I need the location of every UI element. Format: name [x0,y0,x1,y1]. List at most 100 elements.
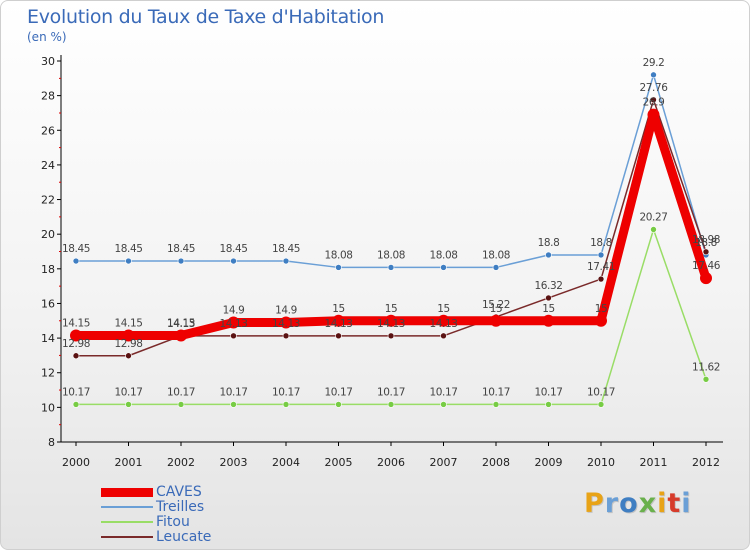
data-point-fitou [230,401,237,408]
x-tick-label: 2003 [220,456,248,469]
data-label-treilles: 18.08 [377,249,405,261]
data-point-leucate [72,352,80,360]
data-point-leucate [282,332,290,340]
data-label-fitou: 10.17 [534,386,562,398]
data-point-treilles [125,257,132,265]
data-label-leucate: 14.13 [167,318,195,330]
data-point-treilles [177,257,185,265]
data-point-caves [490,314,502,327]
legend-swatch-fitou [101,521,153,523]
data-label-fitou: 20.27 [639,212,667,224]
x-tick-label: 2011 [640,456,668,469]
data-point-fitou [545,401,552,408]
data-point-treilles [650,71,657,79]
y-tick-label: 30 [41,55,55,68]
legend-label-treilles: Treilles [156,499,205,515]
data-label-leucate: 14.13 [377,318,405,330]
data-point-fitou [387,401,395,408]
data-label-caves: 15 [385,303,398,315]
data-label-treilles: 18.8 [695,237,717,249]
data-label-caves: 14.9 [275,305,297,317]
data-point-treilles [230,257,237,265]
data-label-leucate: 27.76 [639,82,668,94]
data-point-fitou [492,401,500,408]
logo-letter: i [657,488,668,519]
x-tick-label: 2004 [272,456,300,469]
data-point-caves [227,316,240,329]
data-point-caves [332,314,345,327]
legend-item-treilles: Treilles [101,499,281,515]
data-label-treilles: 18.45 [272,243,300,255]
x-tick-label: 2006 [377,456,405,469]
data-label-treilles: 18.8 [590,237,612,249]
y-tick-label: 14 [41,332,55,345]
data-label-fitou: 10.17 [62,386,90,398]
data-point-treilles [440,264,447,271]
data-label-treilles: 18.45 [114,243,142,255]
data-label-leucate: 12.98 [114,338,142,350]
data-label-fitou: 10.17 [429,386,457,398]
data-point-treilles [72,257,80,265]
data-label-treilles: 18.45 [167,243,195,255]
data-label-treilles: 18.08 [429,249,457,261]
logo-letter: x [638,488,658,519]
data-label-fitou: 10.17 [587,386,615,398]
data-point-fitou [597,401,605,408]
x-tick-label: 2001 [115,456,143,469]
data-point-fitou [125,401,132,408]
data-point-treilles [387,264,395,271]
data-point-treilles [282,257,290,265]
data-label-leucate: 14.13 [324,318,352,330]
x-tick-label: 2009 [535,456,563,469]
logo-letter: P [584,488,605,519]
data-point-caves [700,272,712,285]
data-label-fitou: 10.17 [114,386,142,398]
data-point-leucate [650,96,657,104]
data-label-treilles: 18.45 [219,243,247,255]
x-tick-label: 2005 [325,456,353,469]
data-label-leucate: 14.13 [429,318,457,330]
x-tick-label: 2008 [482,456,510,469]
data-label-caves: 15 [490,303,503,315]
y-tick-label: 18 [41,263,55,276]
data-label-caves: 17.46 [692,260,721,272]
data-label-caves: 14.15 [62,317,90,329]
data-label-caves: 26.9 [643,97,665,109]
data-point-caves [122,329,135,342]
data-point-leucate [125,352,132,360]
y-tick-label: 28 [41,90,55,103]
x-tick-label: 2007 [430,456,458,469]
data-point-leucate [230,332,237,340]
legend-swatch-treilles [101,506,153,508]
data-label-caves: 15 [332,303,345,315]
x-tick-label: 2000 [62,456,90,469]
data-point-fitou [335,401,342,408]
data-label-leucate: 18.98 [692,234,720,246]
chart-series [70,71,712,408]
y-tick-label: 24 [41,159,55,172]
data-label-leucate: 14.13 [219,318,247,330]
data-point-treilles [492,264,500,271]
data-point-caves [385,314,397,327]
data-label-treilles: 18.45 [62,243,90,255]
data-point-leucate [597,275,605,283]
data-label-treilles: 18.08 [482,249,510,261]
legend-item-caves: CAVES [101,484,281,500]
x-tick-label: 2002 [167,456,195,469]
legend-label-fitou: Fitou [156,514,190,530]
data-point-fitou [177,401,185,408]
logo-letter: r [604,488,620,519]
data-label-leucate: 14.13 [272,318,300,330]
data-label-fitou: 11.62 [692,361,720,373]
logo-letter: o [619,488,639,519]
data-label-leucate: 17.41 [587,261,615,273]
legend-item-leucate: Leucate [101,529,281,545]
data-label-caves: 14.9 [223,305,245,317]
data-label-fitou: 10.17 [482,386,510,398]
data-label-leucate: 12.98 [62,338,90,350]
x-tick-label: 2012 [692,456,720,469]
chart-legend: CAVES Treilles Fitou Leucate [101,484,281,545]
data-point-caves [437,314,450,327]
data-point-leucate [387,332,395,340]
